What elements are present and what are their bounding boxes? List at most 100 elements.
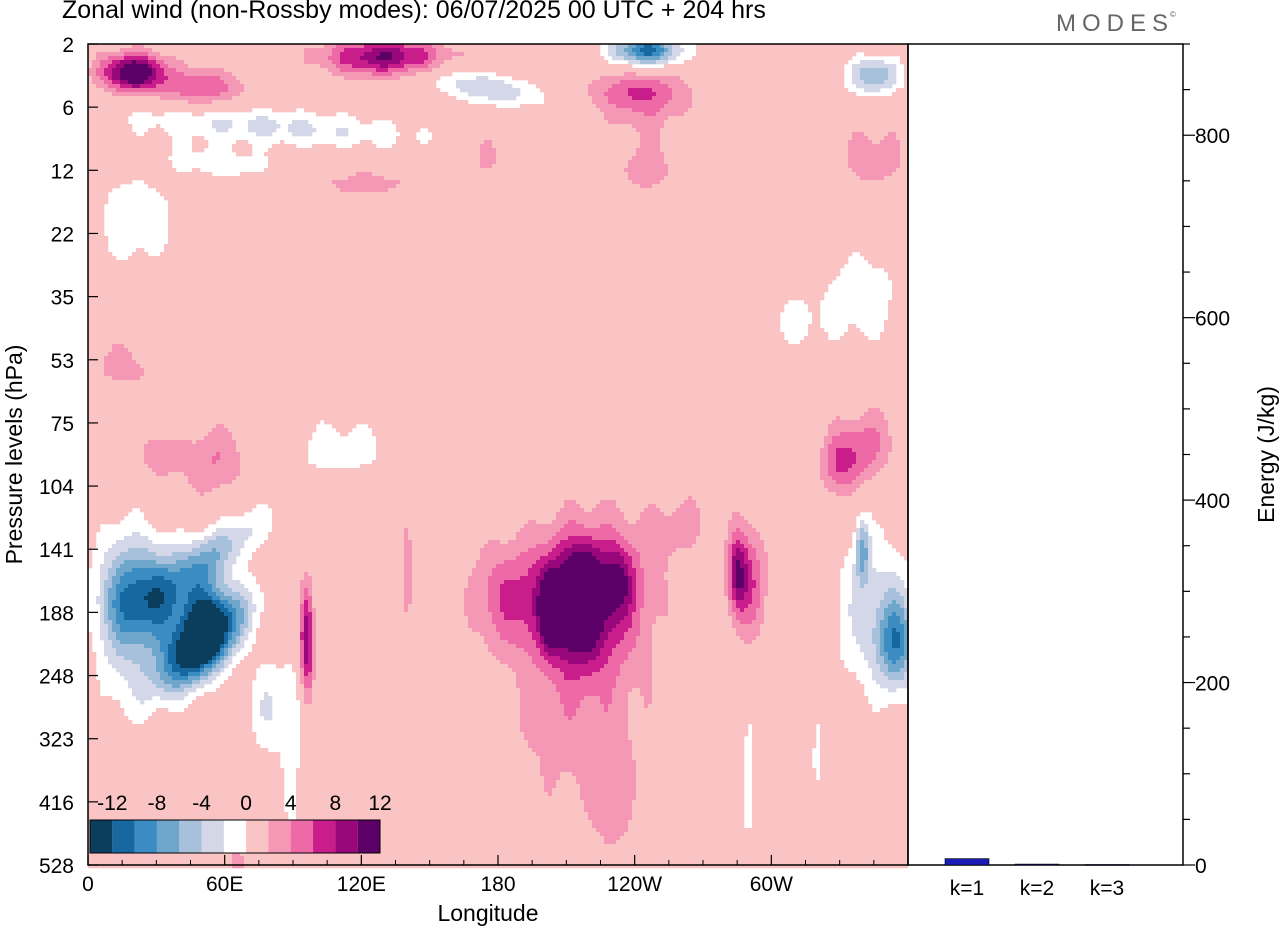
heatmap-cell [664, 52, 668, 56]
heatmap-cell [424, 56, 428, 60]
heatmap-cell [792, 48, 796, 52]
heatmap-cell [360, 64, 364, 68]
heatmap-cell [516, 60, 520, 64]
heatmap-cell [800, 60, 804, 64]
heatmap-cell [168, 56, 172, 60]
heatmap-cell [640, 60, 644, 64]
heatmap-cell [184, 52, 188, 56]
heatmap-cell [248, 48, 252, 52]
heatmap-cell [796, 60, 800, 64]
heatmap-cell [520, 52, 524, 56]
heatmap-cell [176, 56, 180, 60]
heatmap-cell [368, 48, 372, 52]
heatmap-cell [232, 48, 236, 52]
heatmap-cell [616, 48, 620, 52]
heatmap-cell [492, 56, 496, 60]
heatmap-cell [496, 64, 500, 68]
heatmap-cell [732, 52, 736, 56]
heatmap-cell [508, 64, 512, 68]
heatmap-cell [560, 52, 564, 56]
heatmap-cell [808, 48, 812, 52]
heatmap-cell [424, 48, 428, 52]
heatmap-cell [468, 48, 472, 52]
heatmap-cell [888, 48, 892, 52]
heatmap-cell [368, 56, 372, 60]
heatmap-cell [592, 60, 596, 64]
heatmap-cell [172, 60, 176, 64]
heatmap-cell [420, 48, 424, 52]
heatmap-cell [540, 60, 544, 64]
heatmap-cell [368, 52, 372, 56]
heatmap-cell [716, 48, 720, 52]
heatmap-cell [520, 60, 524, 64]
heatmap-cell [228, 56, 232, 60]
heatmap-cell [780, 48, 784, 52]
heatmap-cell [148, 60, 152, 64]
heatmap-cell [332, 60, 336, 64]
heatmap-cell [696, 56, 700, 60]
heatmap-cell [608, 52, 612, 56]
heatmap-cell [276, 60, 280, 64]
heatmap-cell [580, 60, 584, 64]
heatmap-cell [708, 56, 712, 60]
heatmap-cell [828, 60, 832, 64]
heatmap-cell [140, 56, 144, 60]
heatmap-cell [868, 52, 872, 56]
heatmap-cell [528, 48, 532, 52]
heatmap-cell [104, 52, 108, 56]
heatmap-cell [396, 48, 400, 52]
heatmap-cell [548, 56, 552, 60]
heatmap-cell [428, 56, 432, 60]
heatmap-cell [636, 60, 640, 64]
heatmap-cell [396, 56, 400, 60]
heatmap-cell [276, 56, 280, 60]
heatmap-cell [420, 56, 424, 60]
heatmap-cell [844, 48, 848, 52]
heatmap-cell [356, 64, 360, 68]
heatmap-cell [760, 56, 764, 60]
heatmap-cell [596, 60, 600, 64]
heatmap-cell [764, 52, 768, 56]
heatmap-cell [248, 64, 252, 68]
heatmap-cell [416, 60, 420, 64]
heatmap-cell [300, 52, 304, 56]
heatmap-cell [516, 64, 520, 68]
heatmap-cell [344, 48, 348, 52]
heatmap-cell [756, 48, 760, 52]
heatmap-cell [256, 52, 260, 56]
heatmap-cell [368, 64, 372, 68]
heatmap-cell [380, 64, 384, 68]
heatmap-cell [768, 52, 772, 56]
heatmap-cell [500, 60, 504, 64]
heatmap-cell [432, 52, 436, 56]
heatmap-cell [804, 52, 808, 56]
heatmap-cell [704, 48, 708, 52]
heatmap-cell [380, 56, 384, 60]
heatmap-cell [592, 48, 596, 52]
heatmap-cell [344, 64, 348, 68]
heatmap-cell [208, 64, 212, 68]
heatmap-cell [204, 52, 208, 56]
heatmap-cell [448, 64, 452, 68]
heatmap-cell [204, 48, 208, 52]
heatmap-cell [344, 56, 348, 60]
heatmap-cell [188, 48, 192, 52]
heatmap-cell [188, 52, 192, 56]
heatmap-cell [428, 48, 432, 52]
heatmap-cell [152, 64, 156, 68]
heatmap-cell [384, 64, 388, 68]
heatmap-cell [100, 64, 104, 68]
heatmap-cell [148, 56, 152, 60]
heatmap-cell [504, 48, 508, 52]
heatmap-cell [500, 56, 504, 60]
heatmap-cell [100, 52, 104, 56]
heatmap-cell [708, 48, 712, 52]
heatmap-cell [836, 56, 840, 60]
heatmap-cell [564, 52, 568, 56]
heatmap-cell [484, 52, 488, 56]
heatmap-cell [356, 48, 360, 52]
heatmap-cell [372, 64, 376, 68]
heatmap-cell [888, 52, 892, 56]
heatmap-cell [444, 64, 448, 68]
heatmap-cell [96, 48, 100, 52]
